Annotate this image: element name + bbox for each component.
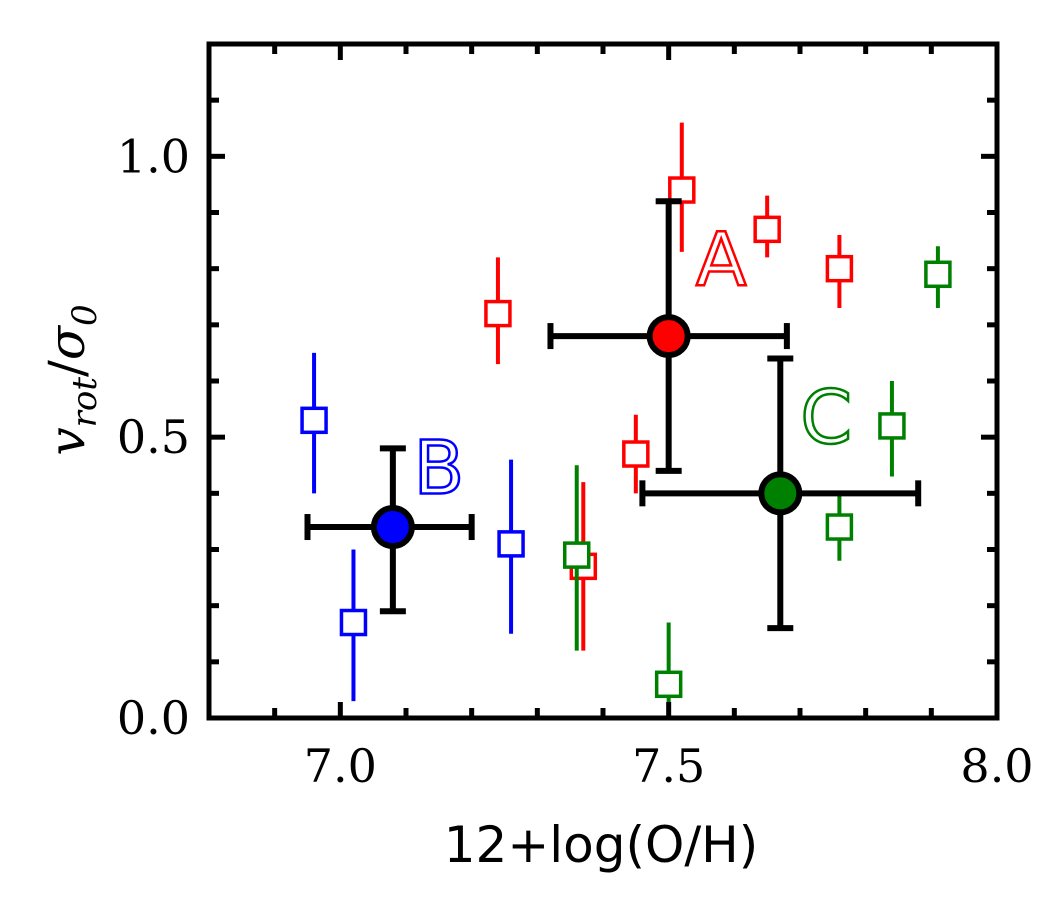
data-point xyxy=(562,465,591,651)
point-marker xyxy=(484,299,512,328)
data-point xyxy=(484,257,512,365)
data-point xyxy=(878,381,906,477)
group-label-b: B xyxy=(413,425,464,511)
data-point xyxy=(825,234,854,308)
data-point xyxy=(924,246,952,308)
y-axis-label-main2: σ xyxy=(38,324,96,360)
group-label-c: C xyxy=(800,375,852,461)
mean-marker xyxy=(758,471,803,516)
data-point xyxy=(622,414,650,494)
y-tick-label: 1.0 xyxy=(117,129,190,183)
data-point xyxy=(300,352,328,494)
point-marker xyxy=(753,215,781,244)
point-marker xyxy=(339,608,368,637)
y-tick-label: 0.0 xyxy=(117,691,190,745)
point-marker xyxy=(562,541,591,569)
y-axis-label-sep: / xyxy=(38,360,96,377)
x-tick-label: 7.5 xyxy=(632,739,705,793)
data-point xyxy=(497,459,525,634)
axes: 7.0 7.5 8.0 0.0 0.5 1.0 xyxy=(117,41,1034,793)
x-tick-label: 8.0 xyxy=(960,739,1033,793)
data-point xyxy=(339,549,368,702)
point-marker xyxy=(878,412,906,440)
point-marker xyxy=(622,440,650,468)
svg-text:vrot/σ0: vrot/σ0 xyxy=(38,304,105,455)
y-axis-label-sub2: 0 xyxy=(65,304,105,326)
group-mean-a xyxy=(547,198,790,474)
data-point xyxy=(668,122,696,252)
group-mean-b xyxy=(304,445,475,615)
x-axis-label: 12+log(O/H) xyxy=(444,816,759,874)
plot-area: A B C xyxy=(300,122,952,718)
group-mean-c xyxy=(639,355,922,632)
x-tick-label: 7.0 xyxy=(304,739,377,793)
point-marker xyxy=(825,254,854,283)
data-point xyxy=(825,493,854,561)
point-marker xyxy=(825,513,854,541)
y-axis-label: vrot/σ0 xyxy=(38,304,105,455)
mean-marker xyxy=(370,505,415,550)
point-marker xyxy=(668,176,696,204)
point-marker xyxy=(654,670,683,699)
y-axis-label-sub: rot xyxy=(65,377,105,428)
y-tick-label: 0.5 xyxy=(117,410,190,464)
data-point xyxy=(753,195,781,258)
point-marker xyxy=(497,530,525,558)
mean-marker xyxy=(646,314,691,359)
group-label-a: A xyxy=(696,218,747,304)
plot-frame xyxy=(206,41,1000,721)
point-marker xyxy=(924,260,952,289)
y-axis-label-main: v xyxy=(38,427,96,455)
point-marker xyxy=(300,406,328,435)
